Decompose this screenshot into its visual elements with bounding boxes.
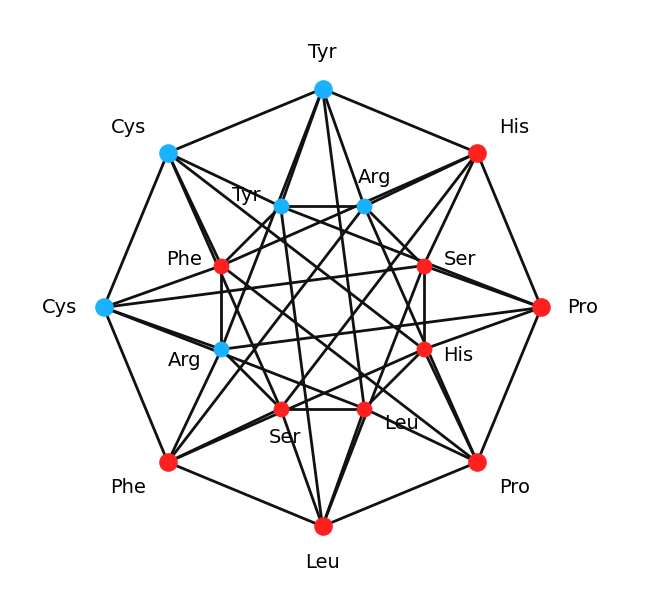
Text: Tyr: Tyr (308, 43, 337, 62)
Point (275, 403, 286, 413)
Text: Ser: Ser (269, 428, 301, 447)
Text: Pro: Pro (499, 478, 530, 496)
Point (163, 148, 173, 158)
Text: Ser: Ser (443, 249, 476, 269)
Text: Cys: Cys (111, 118, 146, 138)
Text: His: His (499, 118, 530, 138)
Text: Arg: Arg (358, 168, 392, 187)
Point (317, 84, 328, 94)
Text: His: His (443, 347, 473, 365)
Point (419, 261, 429, 271)
Point (359, 403, 370, 413)
Text: Phe: Phe (166, 249, 202, 269)
Point (536, 303, 546, 312)
Point (359, 202, 370, 211)
Text: Leu: Leu (384, 414, 419, 433)
Point (472, 457, 482, 467)
Point (163, 457, 173, 467)
Text: Leu: Leu (305, 553, 340, 571)
Text: Tyr: Tyr (232, 186, 261, 205)
Point (275, 202, 286, 211)
Text: Arg: Arg (168, 351, 202, 370)
Point (216, 261, 226, 271)
Point (99, 303, 109, 312)
Point (472, 148, 482, 158)
Text: Phe: Phe (110, 478, 146, 496)
Text: Cys: Cys (42, 298, 77, 317)
Text: Pro: Pro (568, 298, 599, 317)
Point (216, 344, 226, 354)
Point (317, 521, 328, 531)
Point (419, 344, 429, 354)
